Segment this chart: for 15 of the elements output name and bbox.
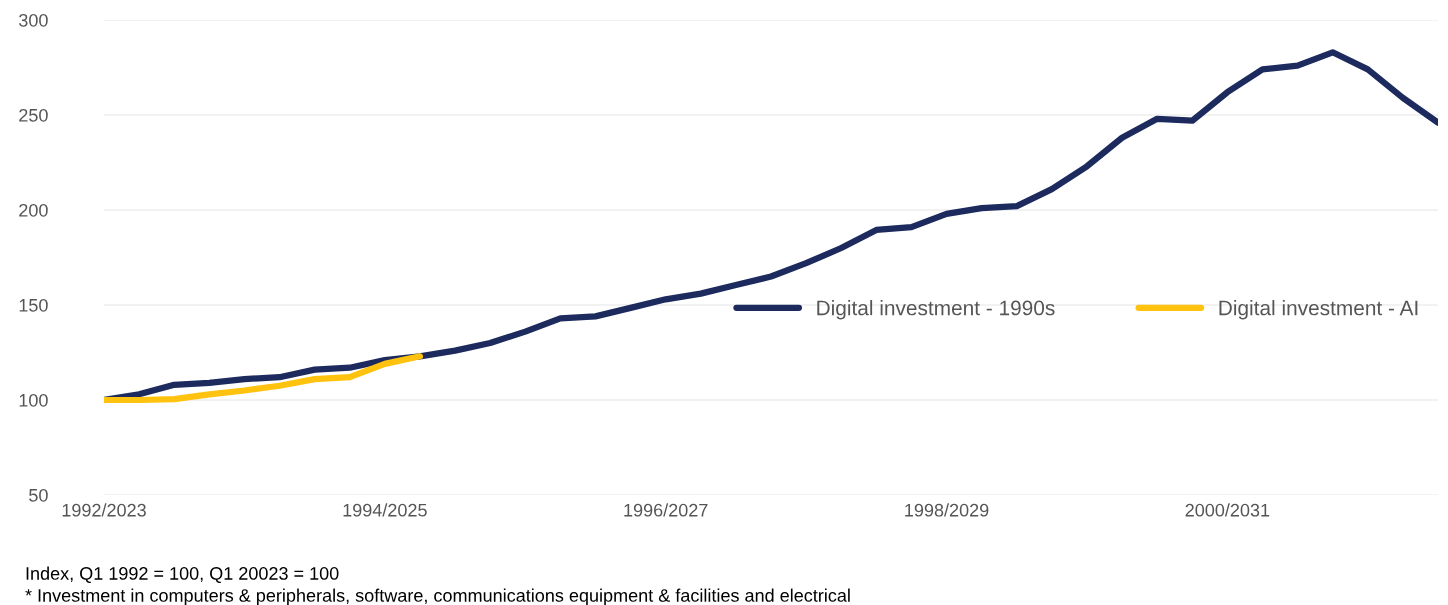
x-tick-label: 2000/2031 [1185,503,1270,517]
y-tick-label: 150 [19,298,48,312]
x-tick-label: 1992/2023 [62,503,146,517]
text: Index, Q1 1992 = 100, Q1 20023 = 100 [26,566,339,584]
legend-label: Digital investment - AI [1219,300,1418,320]
x-tick-label: 1996/2027 [624,503,708,517]
y-tick-label: 200 [19,203,48,217]
text: * Investment in computers & peripherals, software, communications equipment & facilities and electrical [25,588,850,605]
y-tick-label: 300 [19,13,48,27]
x-tick-label: 1994/2025 [343,503,427,517]
y-tick-label: 250 [19,108,48,122]
x-tick-label: 1998/2029 [905,503,989,517]
legend-label: Digital investment - 1990s [817,300,1055,320]
y-tick-label: 100 [19,393,48,407]
y-tick-label: 50 [29,488,48,502]
